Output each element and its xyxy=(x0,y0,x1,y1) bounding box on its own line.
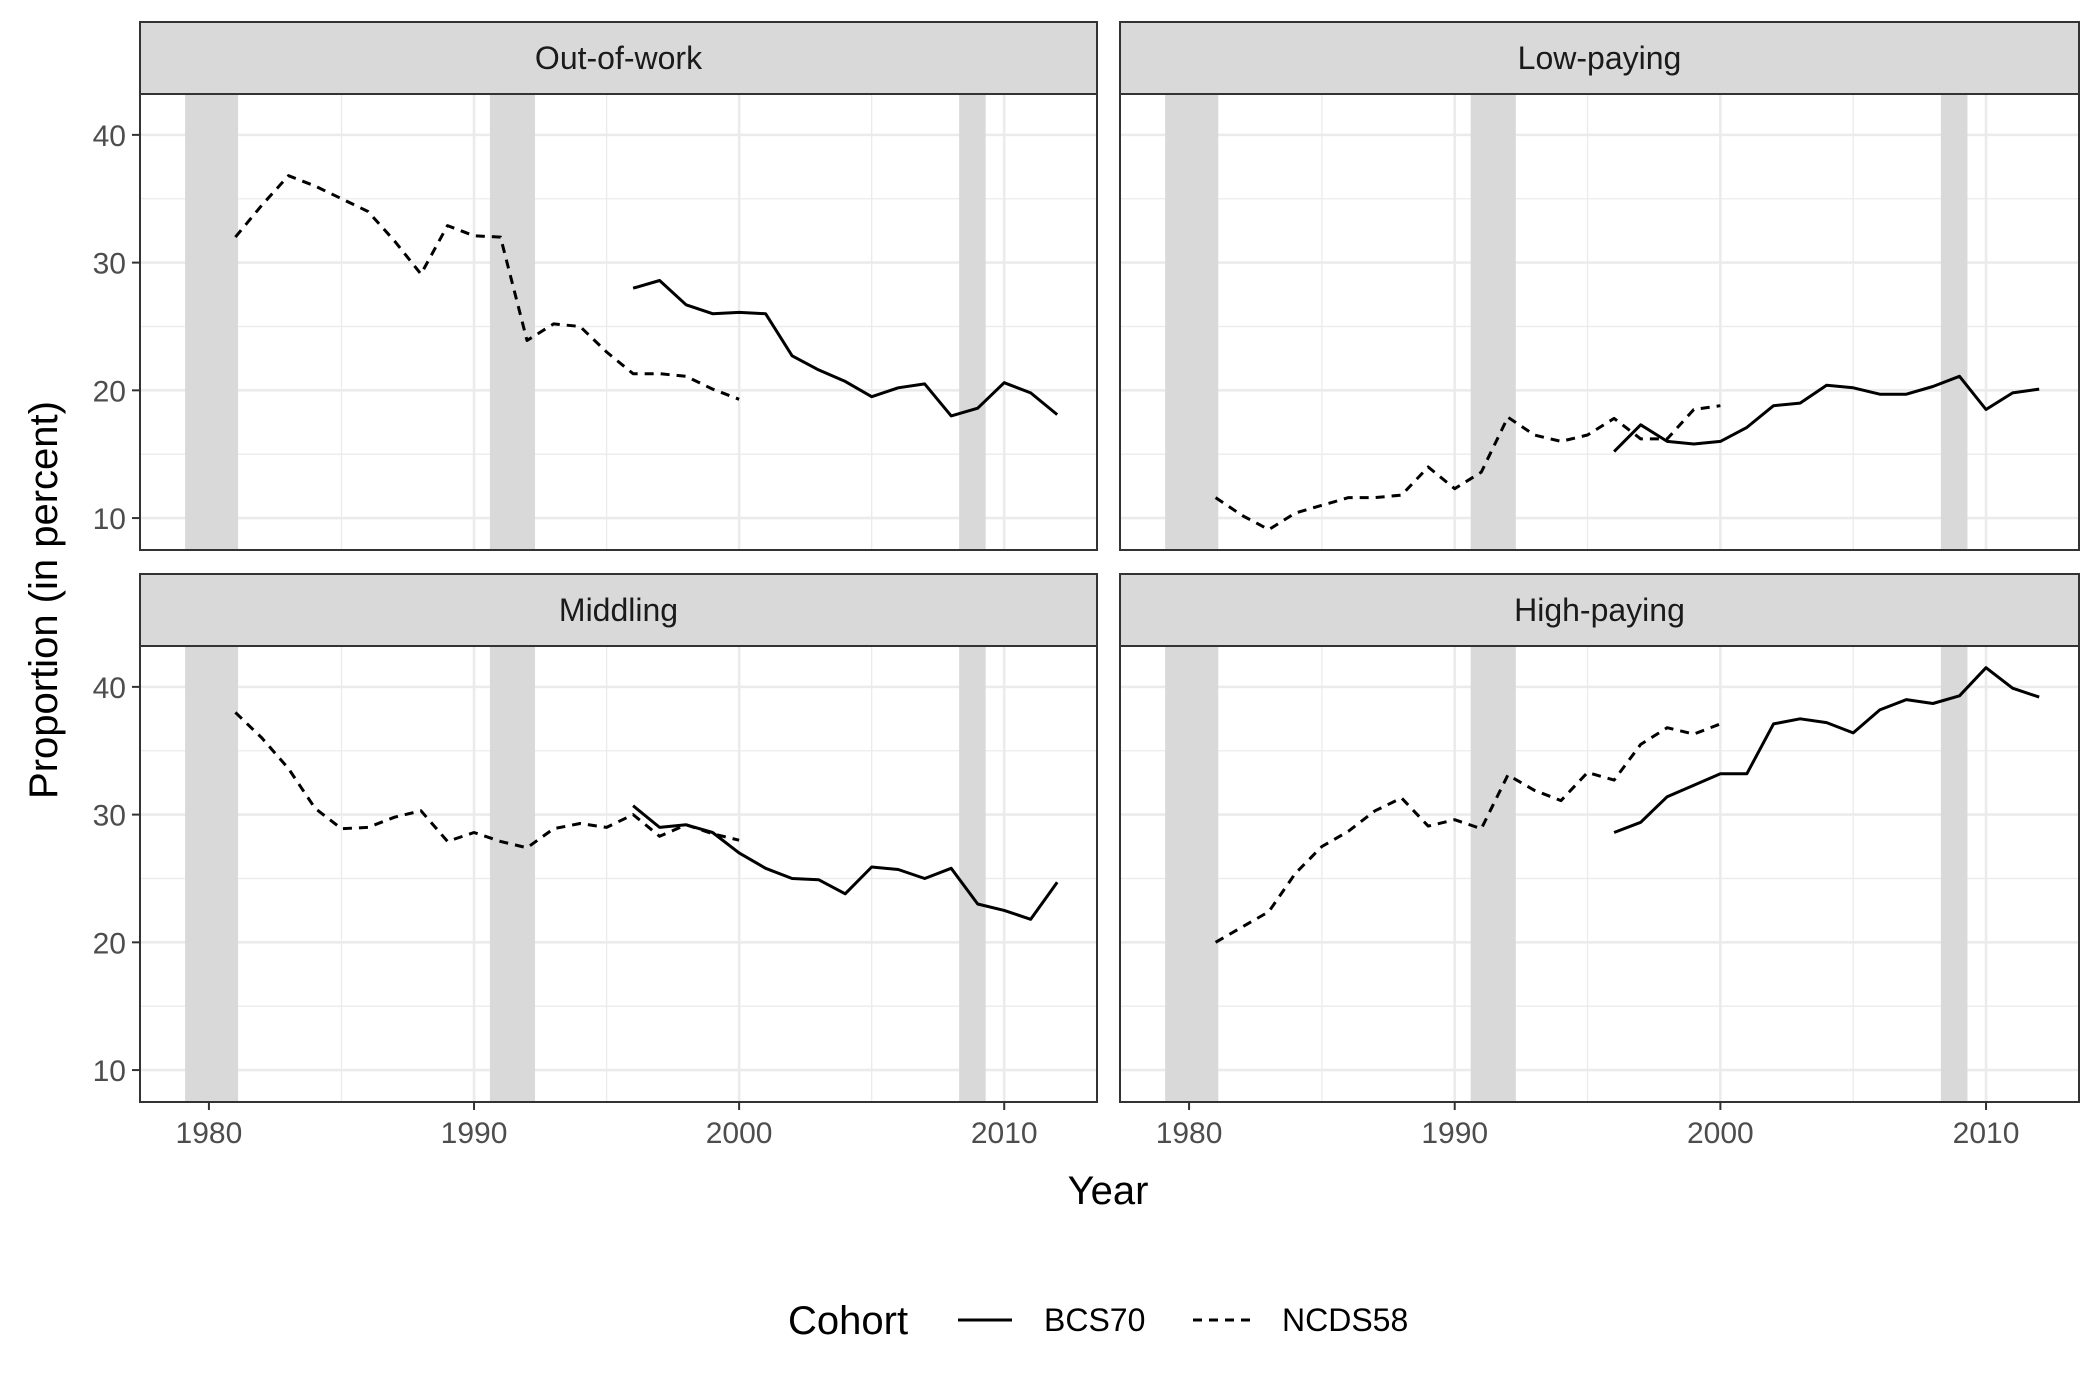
panel-background xyxy=(140,646,1097,1102)
panel-middling: Middling 10 20 30 40 1980 1990 2000 2010 xyxy=(93,573,1098,1150)
panels-layer: Out-of-work 10 20 30 40 Low-paying Middling 10 2… xyxy=(93,21,2080,1150)
y-tick-label: 20 xyxy=(93,375,126,408)
x-tick-label: 1980 xyxy=(176,1117,243,1150)
x-tick-label: 2000 xyxy=(1687,1117,1754,1150)
legend: Cohort BCS70 NCDS58 xyxy=(788,1299,1408,1343)
panel-background xyxy=(1120,94,2079,550)
panel-background xyxy=(1120,646,2079,1102)
x-tick-label: 1990 xyxy=(441,1117,508,1150)
series-line-ncds58 xyxy=(1214,722,1721,944)
series-line-ncds58 xyxy=(234,174,740,401)
series-line-bcs70 xyxy=(1613,374,2040,453)
series-line-ncds58 xyxy=(234,711,740,850)
legend-title: Cohort xyxy=(788,1299,908,1343)
recession-band xyxy=(185,94,239,550)
legend-label-ncds58: NCDS58 xyxy=(1282,1302,1408,1338)
y-tick-label: 10 xyxy=(93,1055,126,1088)
x-tick-label: 1980 xyxy=(1156,1117,1223,1150)
recession-band xyxy=(1940,94,1968,550)
recession-band xyxy=(959,94,986,550)
recession-band xyxy=(1940,646,1968,1102)
panel-low-paying: Low-paying xyxy=(1119,21,2080,551)
recession-band xyxy=(959,646,986,1102)
recession-band xyxy=(489,646,535,1102)
y-tick-label: 40 xyxy=(93,672,126,705)
y-tick-label: 40 xyxy=(93,120,126,153)
legend-label-bcs70: BCS70 xyxy=(1044,1302,1145,1338)
y-tick-label: 30 xyxy=(93,248,126,281)
facet-strip-label: Low-paying xyxy=(1518,40,1682,76)
series-line-ncds58 xyxy=(1214,404,1721,532)
y-tick-label: 10 xyxy=(93,503,126,536)
facet-strip xyxy=(139,21,1098,95)
recession-band xyxy=(1470,646,1516,1102)
series-line-bcs70 xyxy=(632,804,1059,921)
recession-band xyxy=(185,646,239,1102)
facet-strip-label: High-paying xyxy=(1514,592,1685,628)
facet-strip-label: Out-of-work xyxy=(535,40,703,76)
y-tick-label: 20 xyxy=(93,927,126,960)
recession-band xyxy=(1165,94,1219,550)
x-tick-label: 2010 xyxy=(971,1117,1038,1150)
x-axis-title: Year xyxy=(1068,1169,1149,1213)
series-line-bcs70 xyxy=(632,279,1059,418)
panel-high-paying: High-paying 1980 1990 2000 2010 xyxy=(1119,573,2080,1150)
facet-strip xyxy=(139,573,1098,647)
recession-band xyxy=(1165,646,1219,1102)
x-tick-label: 2000 xyxy=(706,1117,773,1150)
facet-strip xyxy=(1119,573,2080,647)
x-tick-label: 1990 xyxy=(1421,1117,1488,1150)
series-line-bcs70 xyxy=(1613,666,2040,834)
recession-band xyxy=(489,94,535,550)
panel-background xyxy=(140,94,1097,550)
facet-strip xyxy=(1119,21,2080,95)
x-tick-label: 2010 xyxy=(1953,1117,2020,1150)
facet-strip-label: Middling xyxy=(559,592,678,628)
y-axis-title: Proportion (in percent) xyxy=(22,401,66,799)
recession-band xyxy=(1470,94,1516,550)
y-tick-label: 30 xyxy=(93,800,126,833)
panel-out-of-work: Out-of-work 10 20 30 40 xyxy=(93,21,1098,551)
